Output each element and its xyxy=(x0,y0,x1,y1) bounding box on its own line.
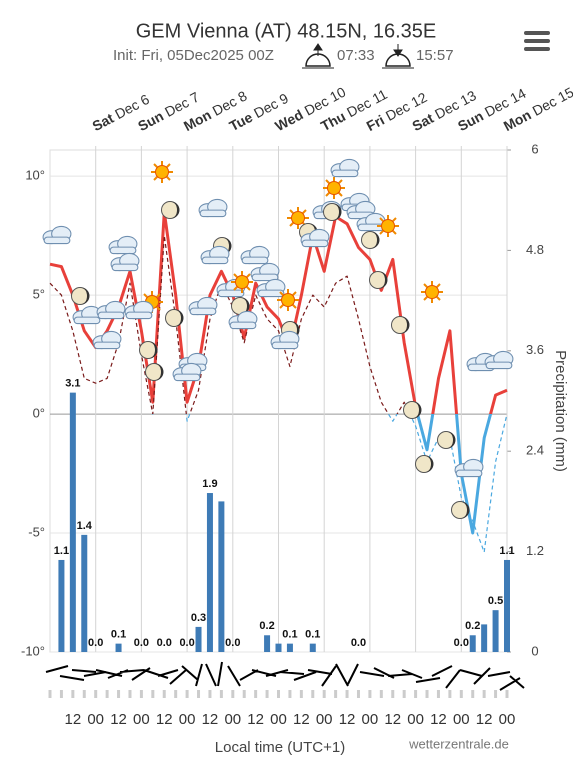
precip-bar xyxy=(309,643,316,652)
init: Init: Fri, 05Dec2025 00Z xyxy=(113,47,274,64)
day-name: Sat xyxy=(409,109,436,134)
precip-label: 1.1 xyxy=(499,545,514,557)
y2-tick-label: 2.4 xyxy=(526,443,544,458)
sunset: 15:57 xyxy=(416,47,454,64)
precip-bar xyxy=(69,392,76,652)
precip-bar xyxy=(469,635,476,652)
x-tick-label: 00 xyxy=(87,711,104,728)
sunrise-icon xyxy=(302,43,334,69)
day-date: Dec 15 xyxy=(529,84,573,119)
y2-tick-label: 4.8 xyxy=(526,242,544,257)
y-tick-label: -10° xyxy=(21,643,45,658)
precip-bar xyxy=(58,559,65,652)
precip-label: 0.2 xyxy=(259,620,274,632)
credit: wetterzentrale.de xyxy=(408,736,509,751)
temperature-line xyxy=(49,210,508,535)
precip-label: 0.2 xyxy=(465,620,480,632)
dewpoint-line xyxy=(49,235,508,553)
sunset-icon xyxy=(382,44,414,69)
precip-label: 0.0 xyxy=(88,637,103,649)
precip-bar xyxy=(264,635,271,652)
x-tick-label: 12 xyxy=(65,711,82,728)
day-name: Thu xyxy=(318,108,348,134)
x-tick-label: 12 xyxy=(384,711,401,728)
day-name: Fri xyxy=(364,111,387,134)
day-name: Sat xyxy=(89,109,116,134)
precip-bar xyxy=(492,610,499,652)
y2-tick-label: 6 xyxy=(531,141,538,156)
precip-bar xyxy=(115,643,122,652)
x-tick-label: 00 xyxy=(270,711,287,728)
wind-arrows xyxy=(45,661,525,691)
day-name: Sun xyxy=(135,107,166,134)
x-tick-label: 12 xyxy=(476,711,493,728)
y2-tick-label: 3.6 xyxy=(526,342,544,357)
precip-label: 0.0 xyxy=(134,637,149,649)
precip-bar xyxy=(206,493,213,652)
precip-label: 0.1 xyxy=(305,629,320,641)
y2-tick-label: 1.2 xyxy=(526,543,544,558)
y-tick-label: 0° xyxy=(33,406,45,421)
y2-axis-label: Precipitation (mm) xyxy=(552,350,569,472)
x-tick-label: 12 xyxy=(110,711,127,728)
x-tick-label: 12 xyxy=(156,711,173,728)
precip-bar xyxy=(286,643,293,652)
precip-label: 1.4 xyxy=(77,520,93,532)
menu-button[interactable] xyxy=(524,31,550,51)
day-name: Sun xyxy=(455,107,486,134)
precip-label: 1.9 xyxy=(202,478,217,490)
day-name: Tue xyxy=(226,108,255,133)
x-tick-label: 12 xyxy=(247,711,264,728)
precip-label: 0.1 xyxy=(282,629,297,641)
precip-label: 1.1 xyxy=(54,545,69,557)
precip-bar xyxy=(504,559,510,652)
x-tick-label: 00 xyxy=(133,711,150,728)
precip-label: 0.5 xyxy=(488,595,503,607)
sunrise: 07:33 xyxy=(337,47,375,64)
plot: -10° -5° 0° 5° 10° 0 1.2 2.4 3.6 4.8 6 Precipitatio… xyxy=(21,83,573,756)
x-tick-label: 12 xyxy=(430,711,447,728)
x-tick-label: 12 xyxy=(202,711,219,728)
precip-label: 0.0 xyxy=(351,637,366,649)
precip-bar xyxy=(275,643,282,652)
x-tick-label: 00 xyxy=(407,711,424,728)
precip-label: 0.0 xyxy=(225,637,240,649)
y-tick-label: 10° xyxy=(25,168,45,183)
precip-label: 0.0 xyxy=(454,637,469,649)
x-tick-label: 00 xyxy=(316,711,333,728)
x-tick-label: 00 xyxy=(499,711,516,728)
precip-label: 0.1 xyxy=(111,629,126,641)
precip-bar xyxy=(195,626,202,652)
x-tick-label: 00 xyxy=(224,711,241,728)
y-tick-label: -5° xyxy=(28,524,45,539)
precip-label: 0.3 xyxy=(191,612,206,624)
x-tick-label: 00 xyxy=(362,711,379,728)
title: GEM Vienna (AT) 48.15N, 16.35E xyxy=(136,20,437,42)
x-tick-label: 12 xyxy=(293,711,310,728)
x-axis-label: Local time (UTC+1) xyxy=(215,739,345,756)
precip-label: 0.0 xyxy=(157,637,172,649)
x-tick-label: 00 xyxy=(179,711,196,728)
precip-bar xyxy=(218,501,225,652)
precip-label: 3.1 xyxy=(65,378,80,390)
y-tick-label: 5° xyxy=(33,287,45,302)
y2-tick-label: 0 xyxy=(531,643,538,658)
precip-label: 0.0 xyxy=(179,637,194,649)
precip-bar xyxy=(481,624,488,652)
x-tick-label: 00 xyxy=(453,711,470,728)
x-tick-label: 12 xyxy=(339,711,356,728)
precip-bar xyxy=(81,534,88,652)
